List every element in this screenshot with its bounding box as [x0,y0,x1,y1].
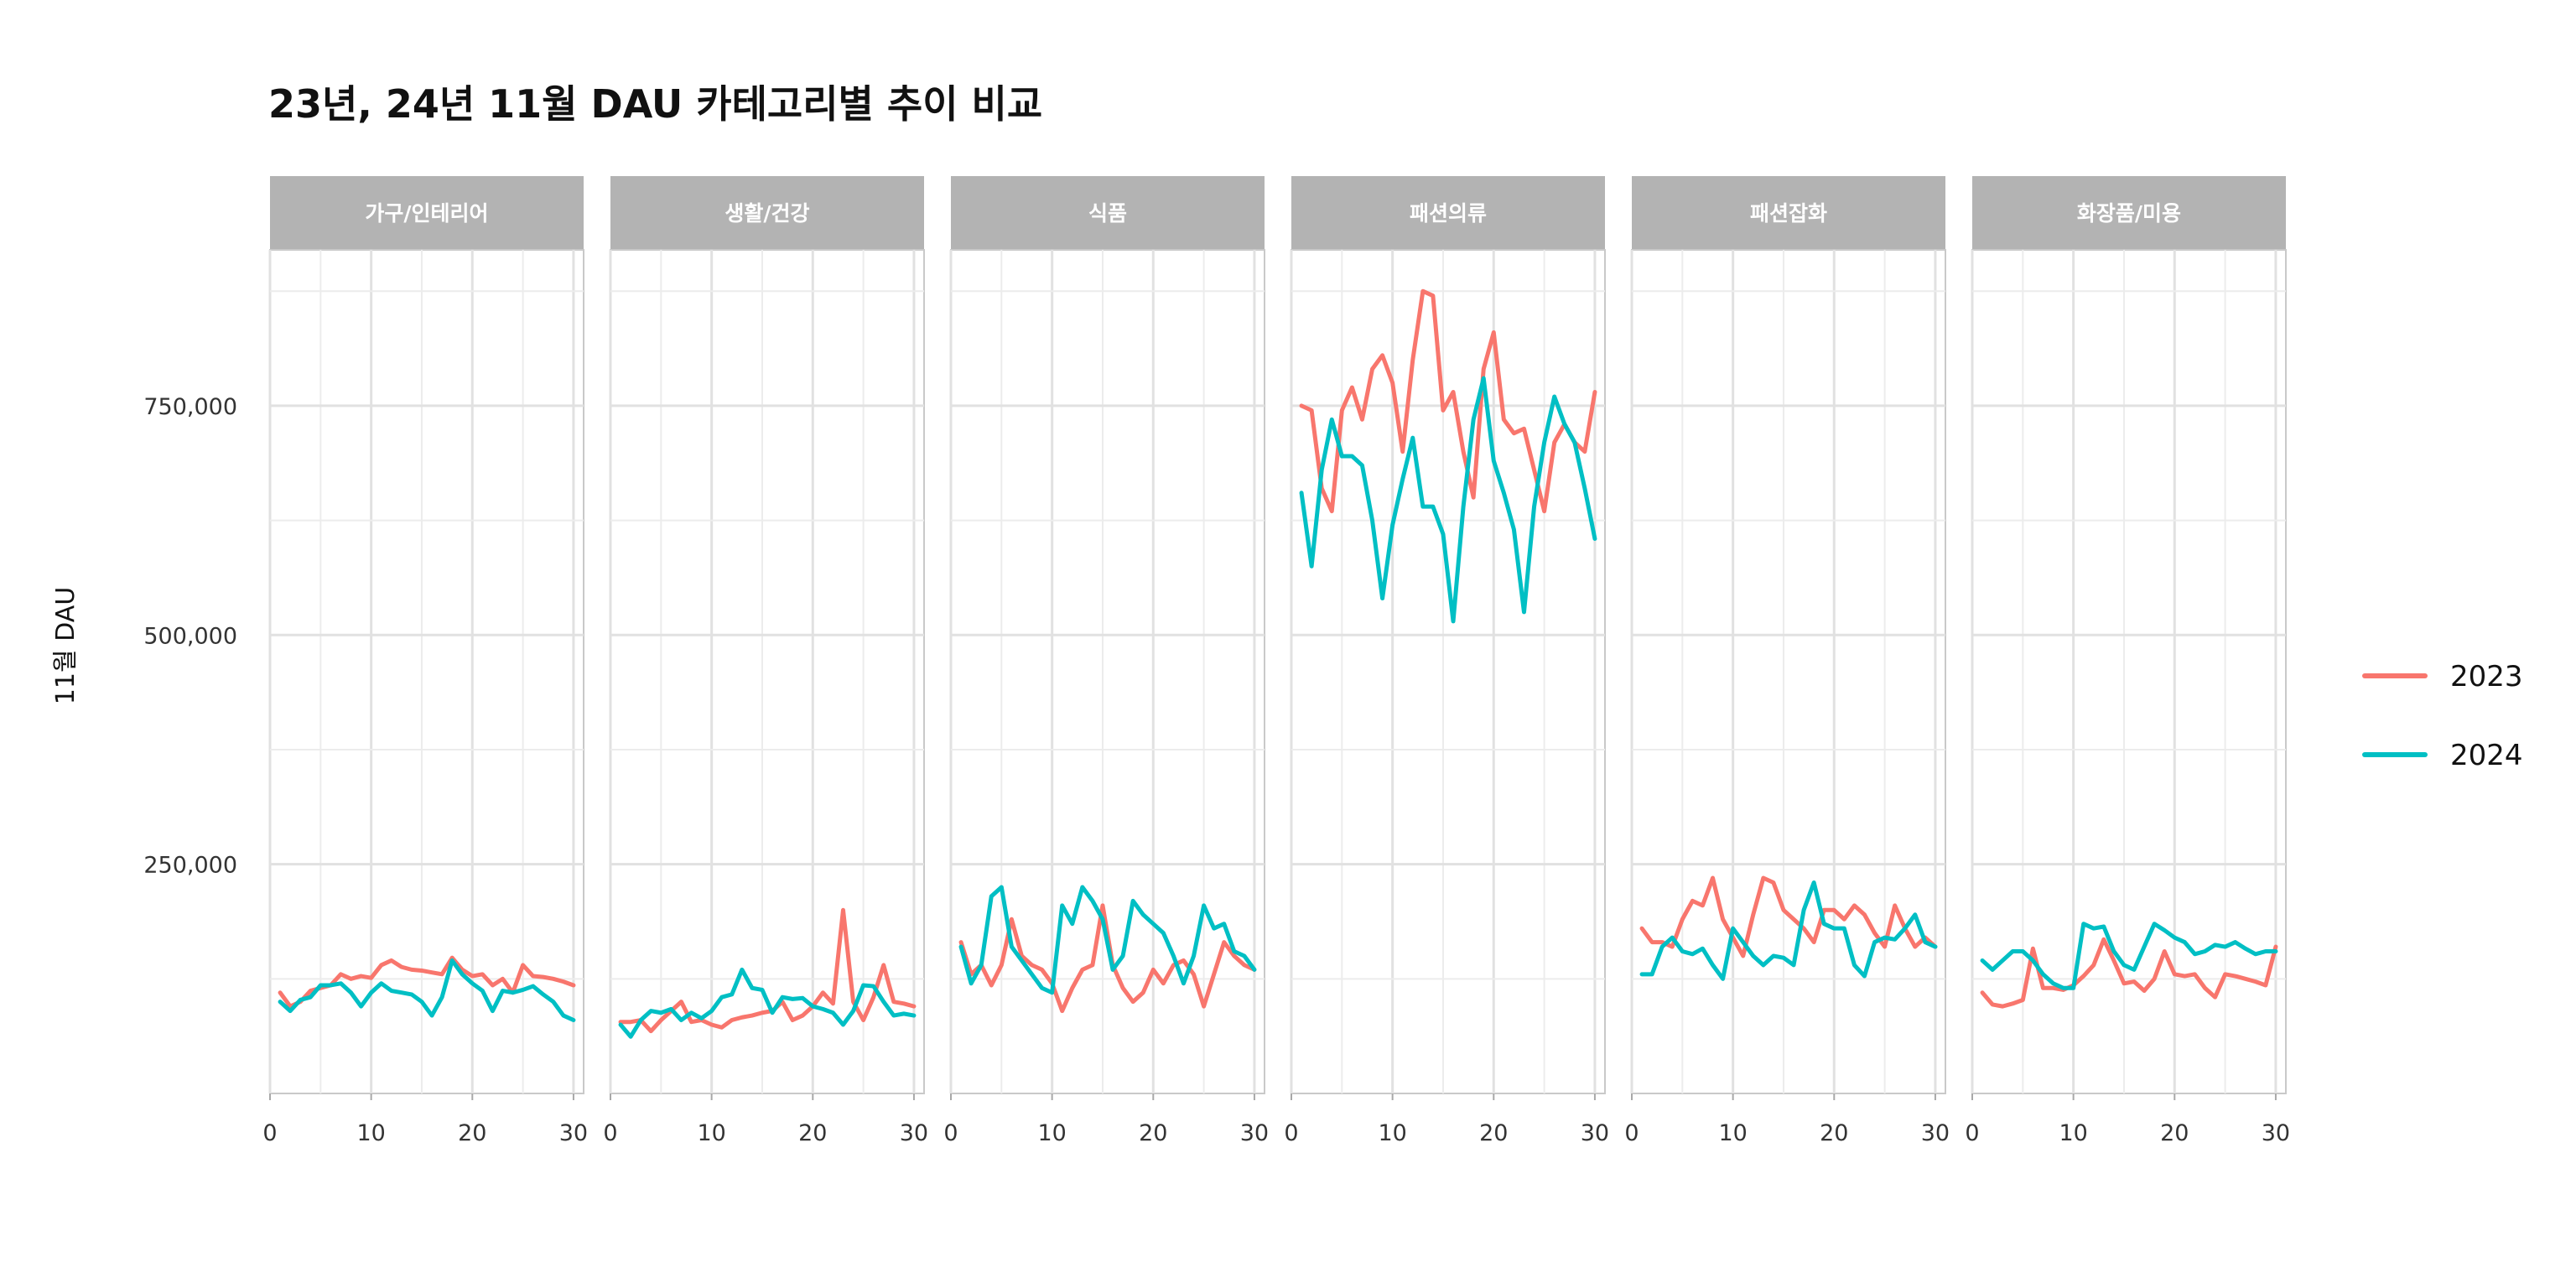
series-line-2024 [958,885,1257,995]
y-axis-title: 11월 DAU [51,587,80,704]
x-tick-label: 10 [1378,1120,1406,1146]
x-tick-label: 0 [1965,1120,1979,1146]
facet-plot-area [1291,249,1606,1094]
legend-item-2024: 2024 [2362,739,2523,772]
x-tick-label: 10 [356,1120,385,1146]
y-tick-label: 500,000 [143,623,237,649]
x-tick-label: 20 [2160,1120,2189,1146]
facet-panel-5: 패션잡화 0 10 20 30 [1624,176,1950,1146]
facet-strip-label: 패션의류 [1410,201,1487,226]
facet-strip [1291,176,1605,250]
legend: 2023 2024 [2362,660,2523,772]
x-tick-label: 10 [697,1120,725,1146]
facet-plot-area [269,249,584,1094]
facet-strip [270,176,584,250]
facet-grid [1630,250,1945,1093]
facet-panel-4: 패션의류 0 10 20 30 [1284,176,1609,1146]
x-tick-label: 30 [1921,1120,1950,1146]
x-tick-label: 20 [1139,1120,1167,1146]
x-tick-label: 0 [603,1120,617,1146]
facet-panel-2: 생활/건강 0 10 20 30 [603,176,928,1146]
series-line-2023 [618,907,917,1034]
x-tick-label: 20 [1820,1120,1848,1146]
x-tick-label: 20 [798,1120,827,1146]
x-tick-label: 30 [900,1120,928,1146]
series-line-2024 [1299,376,1597,624]
facet-plot-area [1631,249,1946,1094]
x-tick-label: 30 [1581,1120,1609,1146]
facet-strip [951,176,1265,250]
legend-label: 2023 [2450,660,2523,693]
y-tick-label: 750,000 [143,394,237,420]
x-tick-label: 0 [1624,1120,1639,1146]
facet-strip-label: 식품 [1088,201,1127,226]
chart-title: 23년, 24년 11월 DAU 카테고리별 추이 비교 [268,81,1042,127]
facet-strip-label: 가구/인테리어 [365,201,488,226]
x-tick-label: 0 [262,1120,277,1146]
facet-strip [1632,176,1945,250]
x-tick-label: 20 [458,1120,486,1146]
x-tick-label: 30 [559,1120,588,1146]
facet-panel-3: 식품 0 10 20 30 [943,176,1269,1146]
x-tick-label: 0 [943,1120,958,1146]
series-line-2024 [278,958,576,1023]
facet-grid [949,250,1265,1093]
facet-panel-1: 가구/인테리어 0 10 20 30 [262,176,588,1146]
facet-strip-label: 패션잡화 [1750,201,1827,226]
series-line-2024 [1980,922,2278,990]
facet-grid [609,250,924,1093]
x-tick-label: 10 [1718,1120,1747,1146]
x-tick-label: 30 [1240,1120,1269,1146]
series-line-2024 [1639,880,1938,981]
y-tick-label: 250,000 [143,853,237,879]
series-line-2024 [618,967,917,1039]
x-tick-label: 20 [1479,1120,1508,1146]
facet-grid [268,250,584,1093]
series-line-2023 [1299,288,1597,514]
x-tick-label: 0 [1284,1120,1298,1146]
legend-item-2023: 2023 [2362,660,2523,693]
facet-grid [1290,250,1605,1093]
facet-panel-6: 화장품/미용 0 10 20 30 [1965,176,2290,1146]
facet-strip-label: 생활/건강 [724,201,809,226]
facet-panels: 가구/인테리어 0 10 20 30 생활/건강 0 10 20 30 식품 0 10 20 30 패션의류 0… [262,176,2290,1146]
legend-label: 2024 [2450,739,2523,772]
x-tick-label: 10 [2059,1120,2087,1146]
y-tick-labels: 250,000 500,000 750,000 [143,394,237,879]
x-tick-label: 10 [1037,1120,1066,1146]
facet-strip [1972,176,2286,250]
facet-plot-area [610,249,925,1094]
x-tick-label: 30 [2262,1120,2290,1146]
facet-grid [1971,250,2286,1093]
facet-strip-label: 화장품/미용 [2077,201,2181,226]
facet-strip [610,176,924,250]
